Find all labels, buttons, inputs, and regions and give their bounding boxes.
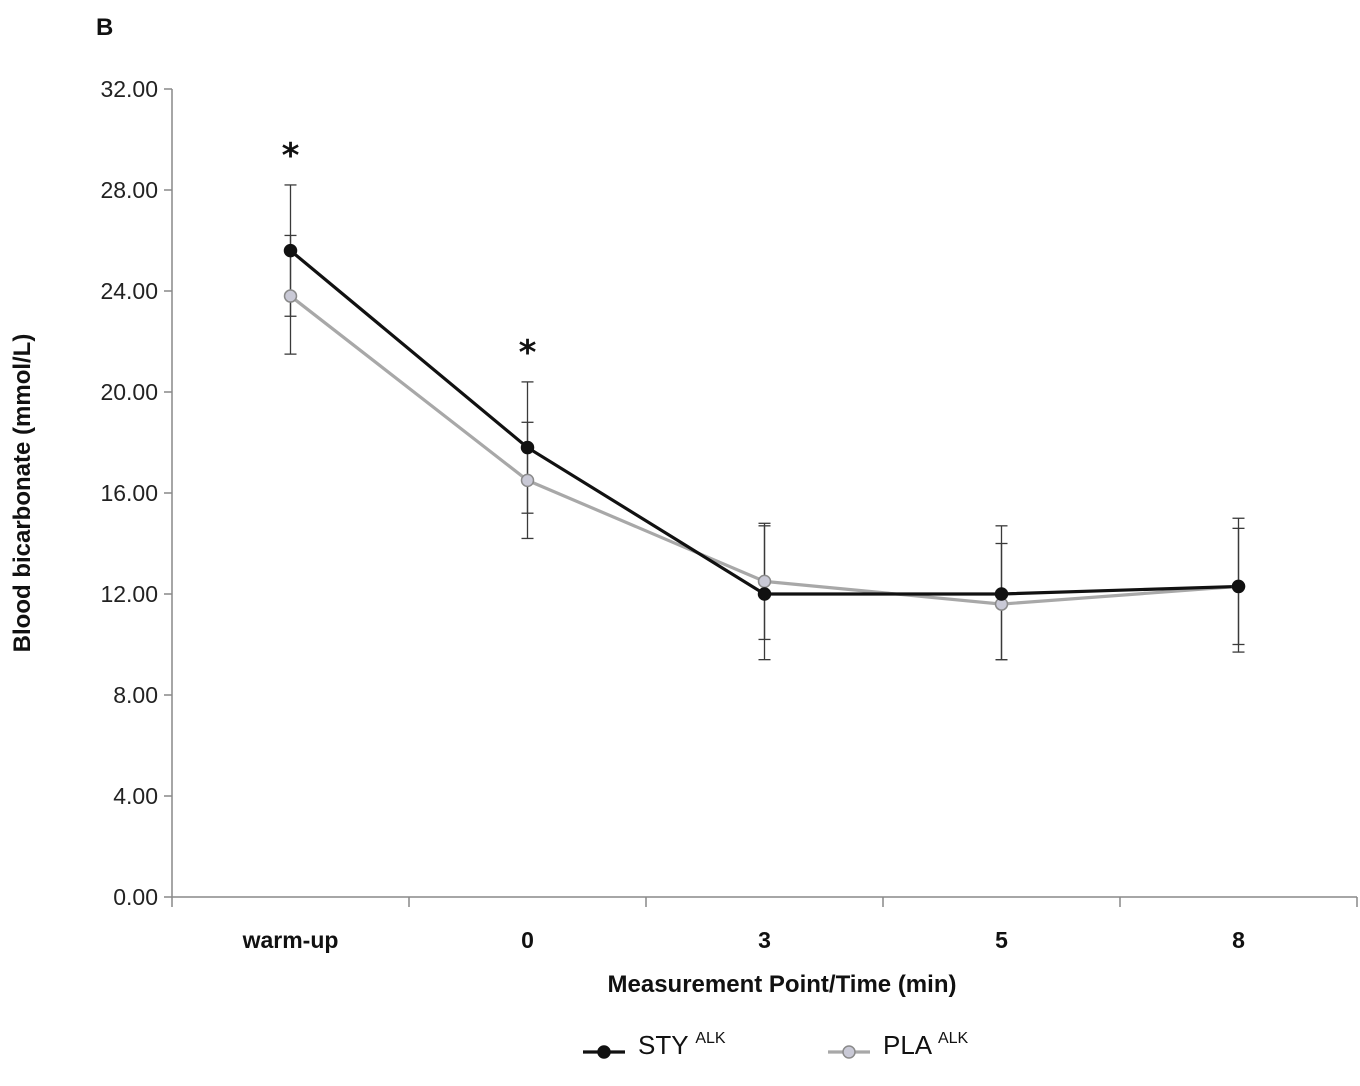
legend: STY ALK PLA ALK — [583, 1030, 969, 1060]
legend-item-pla: PLA ALK — [828, 1030, 969, 1060]
legend-label-superscript: ALK — [938, 1030, 969, 1047]
panel-label: B — [96, 14, 113, 41]
legend-label: PLA ALK — [883, 1030, 969, 1060]
x-tick-label: 5 — [995, 927, 1008, 953]
y-tick-label: 8.00 — [113, 682, 158, 708]
y-tick-label: 24.00 — [100, 278, 158, 304]
y-tick-label: 32.00 — [100, 76, 158, 102]
significance-annotations: ** — [282, 136, 537, 373]
y-tick-label: 16.00 — [100, 480, 158, 506]
legend-label: STY ALK — [638, 1030, 726, 1060]
data-point-sty — [283, 243, 298, 258]
y-tick-label: 12.00 — [100, 581, 158, 607]
data-point-pla — [520, 473, 535, 488]
y-axis-title: Blood bicarbonate (mmol/L) — [9, 334, 36, 653]
data-point-sty — [994, 587, 1009, 601]
x-tick-label: 3 — [758, 927, 771, 953]
significance-asterisk: * — [282, 136, 300, 176]
legend-label-superscript: ALK — [695, 1030, 726, 1047]
data-point-sty — [757, 587, 772, 601]
y-tick-label: 20.00 — [100, 379, 158, 405]
legend-swatch-marker — [842, 1045, 856, 1059]
y-tick-label: 0.00 — [113, 884, 158, 910]
x-tick-label: 8 — [1232, 927, 1245, 953]
significance-asterisk: * — [519, 333, 537, 373]
data-point-pla — [283, 289, 298, 303]
y-axis: 0.00 4.00 8.00 12.00 16.00 20.00 24.00 28.00 32.… — [100, 76, 173, 910]
x-tick-label: 0 — [521, 927, 534, 953]
x-axis-title: Measurement Point/Time (min) — [608, 971, 957, 998]
y-tick-label: 4.00 — [113, 783, 158, 809]
data-point-sty — [520, 440, 535, 455]
legend-item-sty: STY ALK — [583, 1030, 726, 1060]
data-point-pla — [757, 574, 772, 589]
legend-swatch-marker — [597, 1045, 611, 1059]
y-tick-label: 28.00 — [100, 177, 158, 203]
series-points — [283, 243, 1246, 611]
x-tick-label: warm-up — [242, 927, 339, 953]
data-point-sty — [1231, 579, 1246, 594]
x-axis: warm-up 0 3 5 8 — [171, 896, 1358, 953]
